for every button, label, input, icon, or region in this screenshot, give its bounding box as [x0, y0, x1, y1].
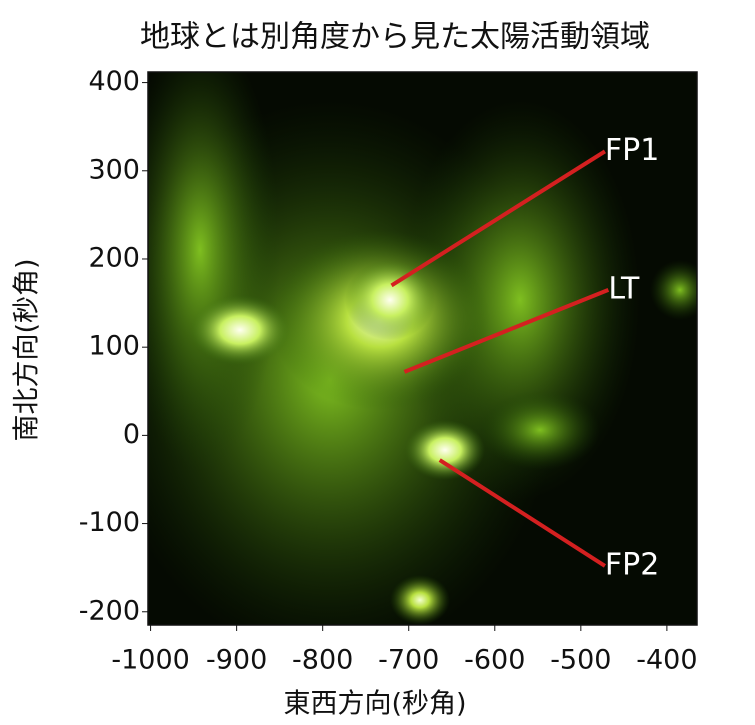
x-tick-label: -1000: [111, 645, 189, 676]
x-tick-label: -900: [206, 645, 267, 676]
y-tick-label: 400: [88, 66, 140, 97]
annotation-label: FP1: [605, 133, 659, 168]
chart: 地球とは別角度から見た太陽活動領域 東西方向(秒角) 南北方向(秒角) -100…: [0, 0, 755, 725]
x-axis-title: 東西方向(秒角): [283, 689, 466, 720]
y-tick-label: -100: [79, 507, 140, 538]
y-axis-title: 南北方向(秒角): [12, 258, 43, 441]
x-tick-label: -400: [636, 645, 697, 676]
y-tick-label: 200: [88, 242, 140, 273]
annotation-label: FP2: [605, 547, 659, 582]
y-tick-label: 300: [88, 154, 140, 185]
y-tick-label: 100: [88, 331, 140, 362]
annotation-label: LT: [608, 271, 640, 306]
x-tick-label: -600: [464, 645, 525, 676]
x-tick-label: -700: [378, 645, 439, 676]
chart-title: 地球とは別角度から見た太陽活動領域: [140, 20, 650, 55]
x-tick-label: -800: [292, 645, 353, 676]
x-tick-label: -500: [550, 645, 611, 676]
y-tick-label: 0: [123, 419, 140, 450]
y-tick-label: -200: [79, 595, 140, 626]
